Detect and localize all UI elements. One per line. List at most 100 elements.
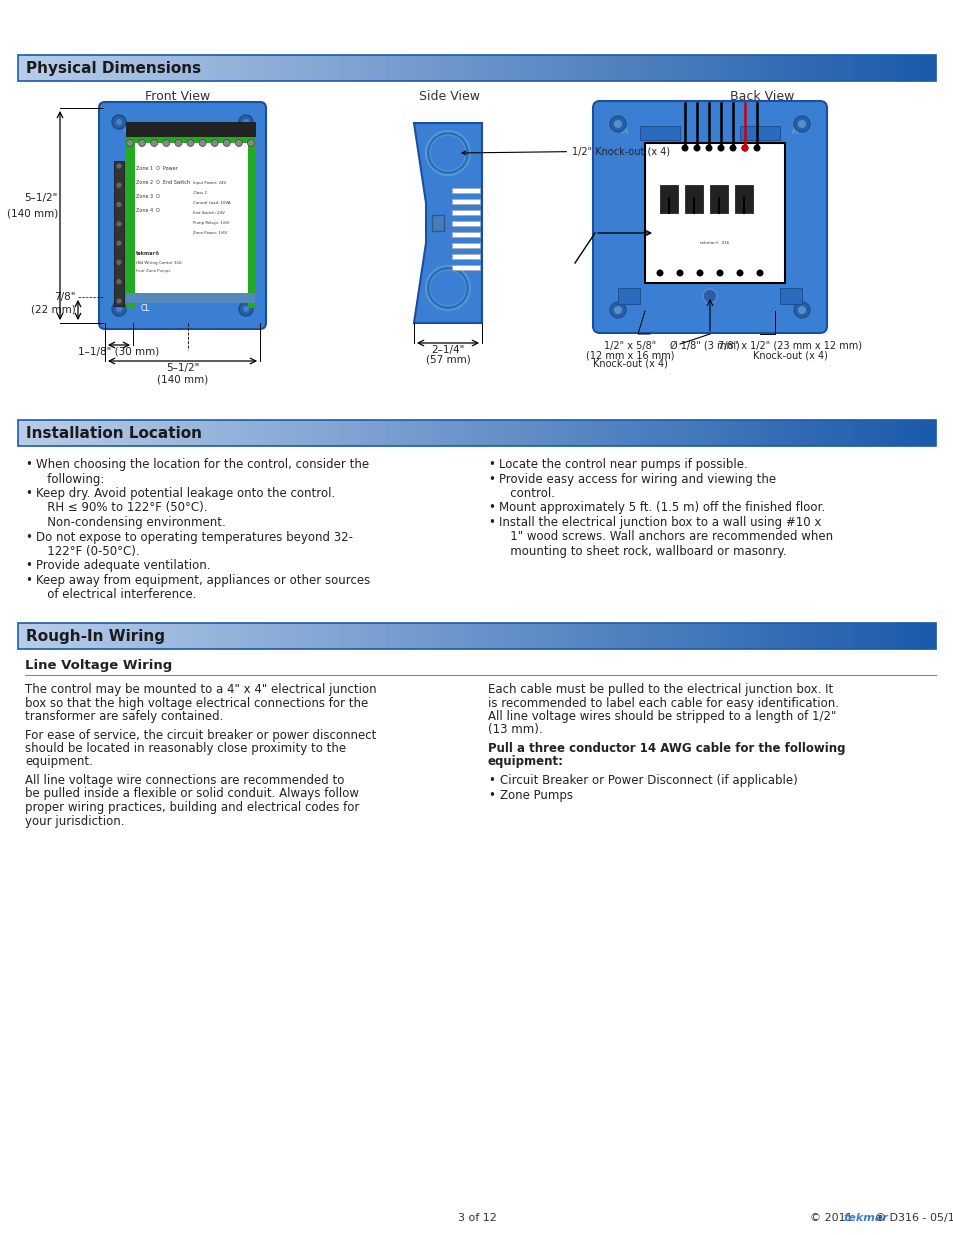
Bar (859, 622, 866, 650)
Bar (568, 56, 577, 82)
Bar (113, 161, 124, 306)
Bar (813, 420, 821, 446)
Bar (339, 622, 347, 650)
Text: •: • (25, 487, 31, 500)
Bar (132, 622, 141, 650)
Bar (332, 56, 339, 82)
Bar (355, 420, 362, 446)
Bar (193, 420, 202, 446)
Bar (247, 420, 255, 446)
Bar (614, 622, 622, 650)
Bar (370, 420, 377, 446)
Bar (362, 56, 370, 82)
Bar (102, 56, 111, 82)
Bar (499, 622, 508, 650)
Text: •: • (25, 574, 31, 587)
Bar (431, 420, 438, 446)
Circle shape (705, 144, 712, 152)
Bar (484, 420, 493, 446)
Bar (71, 622, 80, 650)
Bar (752, 420, 760, 446)
Bar (805, 420, 813, 446)
Circle shape (116, 240, 122, 246)
Bar (301, 56, 309, 82)
Bar (591, 420, 599, 446)
Bar (637, 420, 645, 446)
Bar (370, 56, 377, 82)
Text: •: • (488, 774, 495, 787)
Polygon shape (414, 124, 481, 324)
Text: equipment.: equipment. (25, 756, 92, 768)
Bar (614, 420, 622, 446)
Bar (629, 420, 638, 446)
Bar (18, 56, 935, 82)
Text: Keep away from equipment, appliances or other sources: Keep away from equipment, appliances or … (36, 574, 370, 587)
Bar (729, 56, 737, 82)
Text: (140 mm): (140 mm) (7, 209, 58, 219)
Bar (836, 622, 843, 650)
Bar (270, 622, 278, 650)
Circle shape (247, 140, 254, 147)
Bar (278, 622, 286, 650)
Bar (530, 420, 538, 446)
Bar (637, 56, 645, 82)
Bar (706, 56, 714, 82)
Bar (446, 420, 454, 446)
Bar (347, 622, 355, 650)
Bar (927, 622, 936, 650)
Bar (866, 56, 875, 82)
Bar (201, 56, 210, 82)
Bar (659, 56, 668, 82)
Text: Mount approximately 5 ft. (1.5 m) off the finished floor.: Mount approximately 5 ft. (1.5 m) off th… (498, 501, 824, 515)
Bar (782, 56, 790, 82)
Bar (515, 622, 523, 650)
Bar (33, 56, 41, 82)
Circle shape (116, 279, 122, 285)
Bar (637, 622, 645, 650)
Bar (125, 622, 133, 650)
Bar (675, 420, 683, 446)
Text: equipment:: equipment: (488, 756, 563, 768)
Text: •: • (25, 531, 31, 543)
Circle shape (239, 115, 253, 128)
Bar (699, 56, 706, 82)
Text: (140 mm): (140 mm) (156, 374, 208, 384)
Bar (683, 420, 691, 446)
Bar (416, 420, 423, 446)
Circle shape (127, 140, 133, 147)
Bar (87, 56, 95, 82)
Bar (71, 56, 80, 82)
Bar (126, 294, 254, 301)
Text: Zone Pumps: Zone Pumps (499, 788, 573, 802)
Bar (744, 622, 752, 650)
Bar (484, 56, 493, 82)
Circle shape (740, 144, 748, 152)
Text: © 2011: © 2011 (809, 1213, 855, 1223)
Bar (400, 56, 408, 82)
Bar (224, 622, 233, 650)
Bar (370, 622, 377, 650)
Bar (452, 232, 479, 237)
Bar (155, 420, 164, 446)
Bar (691, 622, 699, 650)
Bar (186, 56, 194, 82)
Bar (920, 56, 928, 82)
Circle shape (740, 144, 748, 152)
Bar (644, 56, 653, 82)
Text: Install the electrical junction box to a wall using #10 x: Install the electrical junction box to a… (498, 516, 821, 529)
Bar (446, 622, 454, 650)
Bar (583, 622, 592, 650)
Bar (499, 56, 508, 82)
Bar (117, 56, 126, 82)
Bar (393, 622, 400, 650)
Bar (247, 56, 255, 82)
Bar (178, 56, 187, 82)
Bar (193, 622, 202, 650)
Bar (339, 56, 347, 82)
Bar (560, 622, 569, 650)
Bar (117, 420, 126, 446)
Bar (324, 622, 332, 650)
Bar (294, 420, 301, 446)
Bar (737, 56, 744, 82)
FancyBboxPatch shape (593, 101, 826, 333)
